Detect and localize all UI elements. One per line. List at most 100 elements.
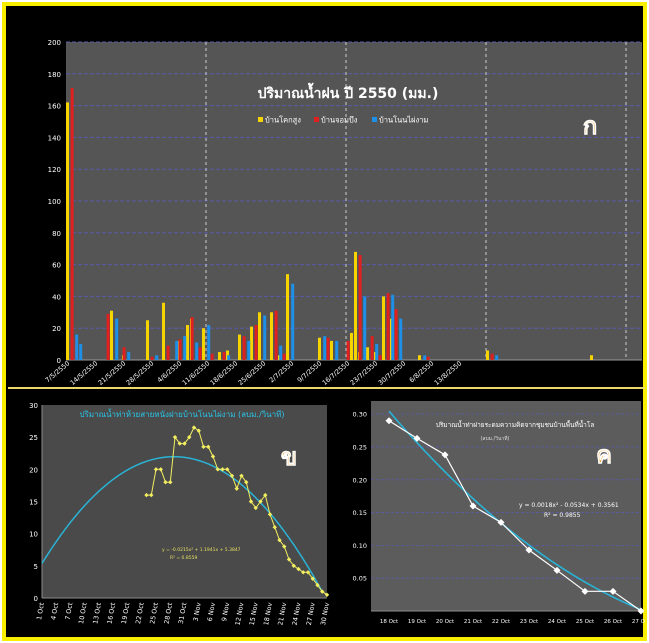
rain-bar [250,326,253,360]
rain-bar [175,340,179,360]
x-tick-label: 16/7/2550 [321,359,352,386]
rain-bar [263,315,267,360]
x-tick-label: 26 Oct [604,619,623,625]
trendline [41,455,323,592]
chart-title: ปริมาณน้ำท่าฝายระดมความคิดจากชุมชนบ้านพื… [436,420,595,429]
data-point [320,589,325,594]
y-tick-label: 80 [52,230,61,238]
rain-bar [323,336,327,360]
rain-bar [426,356,430,360]
rain-bar [166,345,170,360]
data-point [153,467,159,472]
rain-bar [238,334,241,360]
rain-bar [286,274,289,360]
panel-letter: ค [596,441,612,469]
streamflow-panel-right: 0.05 0.10 0.15 0.20 0.25 0.30 18 Oct 19 Oct 20 O… [339,393,645,637]
rain-bar [391,294,395,360]
y-tick-label: 0.20 [353,476,367,484]
y-tick-label: 0 [57,357,61,365]
rain-bar [490,353,494,360]
rain-bar [218,352,221,360]
rain-bar [330,340,333,360]
data-point [581,587,589,595]
rain-bar [226,350,229,360]
data-point [210,454,216,459]
data-point [234,486,239,491]
y-tick-label: 60 [52,262,61,270]
data-point [441,451,449,459]
data-point [637,607,645,615]
chart-title: ปริมาณน้ำท่าห้วยสายหนังฝายบ้านโนนไผ่งาม … [80,408,285,419]
rain-bar [291,283,295,360]
x-tick-label: 16 Oct [106,602,118,625]
x-tick-label: 27 Nov [305,602,317,626]
rain-bar [370,336,374,360]
y-tick-label: 5 [34,563,38,571]
y-tick-label: 0.10 [353,542,367,550]
data-point [191,425,197,430]
y-tick-label: 0 [34,595,38,603]
rain-bar [270,312,273,360]
rain-bar [375,344,379,360]
legend-label: บ้านจอมบึง [321,116,358,125]
panel-letter: ข [281,443,297,471]
x-tick-label: 31 Oct [177,602,189,625]
data-point [158,467,163,472]
rain-bar [79,344,83,360]
rain-bar [70,88,74,361]
fit-r-squared: R² = 0.8559 [170,555,197,561]
rain-bar [66,102,69,361]
data-point [385,417,393,425]
x-tick-label: 6 Nov [206,602,217,622]
data-point [187,434,192,440]
rain-bar [590,355,593,360]
data-point [220,467,225,472]
y-tick-label: 140 [48,134,61,142]
rain-bar [358,255,362,360]
rain-bar [202,328,205,360]
y-tick-label: 0.30 [353,411,367,419]
rain-bar [486,350,489,360]
rain-bar [178,339,182,360]
data-point [177,441,182,446]
y-tick-label: 10 [29,531,38,539]
y-tick-label: 15 [29,499,38,507]
rain-bar [115,318,119,360]
data-point [144,492,149,498]
rain-bar [190,317,194,360]
x-tick-label: 25/6/2550 [237,359,268,386]
data-point [263,492,268,498]
rain-bar [150,356,154,360]
x-tick-label: 23 Oct [520,619,539,625]
data-point [497,518,505,526]
y-tick-label: 0.15 [353,509,367,517]
rain-bar [335,340,339,360]
rain-bar [254,325,258,360]
rain-bar [227,355,231,360]
x-tick-label: 10 Oct [77,602,89,625]
rain-bar [418,355,421,360]
rain-bar [198,347,202,360]
rain-bar [346,340,350,360]
rain-bar [258,312,261,360]
x-tick-label: 3 Nov [192,602,203,622]
x-tick-label: 28/5/2550 [125,359,156,386]
x-tick-label: 13/8/2550 [433,359,464,386]
rain-bar [354,251,357,360]
x-tick-label: 11/6/2550 [181,359,212,386]
x-tick-label: 30 Nov [319,602,330,626]
x-tick-label: 19 Oct [408,619,427,625]
fit-equation: y = 0.0018x² - 0.0534x + 0.3561 [519,502,619,509]
data-point [182,441,187,446]
rain-bar [207,325,211,360]
streamflow-line [388,420,642,612]
data-point [225,467,230,472]
x-tick-label: 30/7/2550 [377,359,408,386]
y-tick-label: 40 [52,293,61,301]
data-point [168,480,173,485]
x-tick-label: 20 Oct [436,619,455,625]
chart-subtitle: (ลบม./วินาที) [480,435,509,442]
rain-bar [122,347,126,360]
data-point [172,434,178,440]
rain-bar [495,355,499,360]
